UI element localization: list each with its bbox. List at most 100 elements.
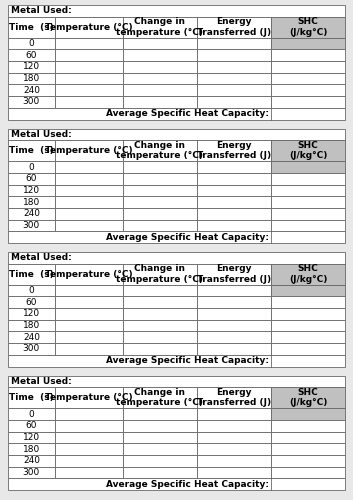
Text: 60: 60 — [26, 298, 37, 306]
Bar — [8, 208, 55, 220]
Bar — [55, 161, 122, 173]
Bar — [55, 466, 122, 478]
Bar — [271, 408, 345, 420]
Text: 300: 300 — [23, 98, 40, 106]
Text: Time  (s): Time (s) — [9, 146, 54, 155]
Bar — [8, 5, 345, 16]
Text: Temperature (°C): Temperature (°C) — [45, 146, 133, 155]
Bar — [8, 61, 55, 73]
Bar — [8, 296, 55, 308]
Bar — [55, 140, 122, 161]
Bar — [271, 466, 345, 478]
Bar — [271, 161, 345, 173]
Bar — [55, 455, 122, 466]
Text: 120: 120 — [23, 62, 40, 72]
Bar — [122, 84, 197, 96]
Bar — [122, 61, 197, 73]
Text: Metal Used:: Metal Used: — [11, 6, 71, 16]
Bar — [8, 232, 345, 243]
Bar — [8, 184, 55, 196]
Text: Temperature (°C): Temperature (°C) — [45, 393, 133, 402]
Bar — [122, 184, 197, 196]
Bar — [8, 432, 55, 444]
Text: 240: 240 — [23, 333, 40, 342]
Bar — [122, 284, 197, 296]
Bar — [197, 96, 271, 108]
Bar — [122, 320, 197, 332]
Bar — [8, 84, 55, 96]
Bar — [8, 196, 55, 208]
Bar — [122, 387, 197, 408]
Text: Energy
Transferred (J): Energy Transferred (J) — [197, 264, 271, 284]
Text: Time  (s): Time (s) — [9, 270, 54, 278]
Bar — [8, 140, 55, 161]
Text: Average Specific Heat Capacity:: Average Specific Heat Capacity: — [106, 480, 269, 488]
Bar — [55, 84, 122, 96]
Bar — [8, 16, 55, 38]
Bar — [271, 387, 345, 408]
Bar — [8, 387, 55, 408]
Text: Energy
Transferred (J): Energy Transferred (J) — [197, 388, 271, 407]
Bar — [197, 455, 271, 466]
Bar — [122, 466, 197, 478]
Text: Average Specific Heat Capacity:: Average Specific Heat Capacity: — [106, 232, 269, 241]
Bar — [8, 478, 345, 490]
Bar — [8, 320, 55, 332]
Text: 180: 180 — [23, 321, 40, 330]
Bar — [55, 444, 122, 455]
Bar — [197, 320, 271, 332]
Bar — [55, 343, 122, 355]
Bar — [197, 140, 271, 161]
Bar — [8, 252, 345, 264]
Bar — [197, 308, 271, 320]
Text: SHC
(J/kg°C): SHC (J/kg°C) — [289, 141, 327, 161]
Text: 240: 240 — [23, 456, 40, 466]
Text: Metal Used:: Metal Used: — [11, 377, 71, 386]
Bar — [271, 296, 345, 308]
Text: 240: 240 — [23, 210, 40, 218]
Text: 300: 300 — [23, 344, 40, 354]
Bar — [122, 161, 197, 173]
Text: 180: 180 — [23, 198, 40, 206]
Bar — [197, 161, 271, 173]
Bar — [122, 455, 197, 466]
Bar — [55, 264, 122, 284]
Bar — [122, 140, 197, 161]
Text: 0: 0 — [29, 162, 34, 172]
Bar — [271, 184, 345, 196]
Bar — [55, 284, 122, 296]
Bar — [55, 420, 122, 432]
Bar — [8, 220, 55, 232]
Bar — [122, 73, 197, 85]
Bar — [197, 50, 271, 61]
Bar — [271, 332, 345, 343]
Text: Time  (s): Time (s) — [9, 22, 54, 32]
Text: SHC
(J/kg°C): SHC (J/kg°C) — [289, 388, 327, 407]
Bar — [122, 196, 197, 208]
Bar — [271, 264, 345, 284]
Text: Average Specific Heat Capacity:: Average Specific Heat Capacity: — [106, 356, 269, 365]
Bar — [55, 184, 122, 196]
Bar — [55, 73, 122, 85]
Text: Metal Used:: Metal Used: — [11, 254, 71, 262]
Text: 300: 300 — [23, 221, 40, 230]
Bar — [8, 466, 55, 478]
Bar — [271, 140, 345, 161]
Bar — [8, 38, 55, 50]
Bar — [271, 308, 345, 320]
Text: 0: 0 — [29, 410, 34, 418]
Text: 300: 300 — [23, 468, 40, 477]
Text: Energy
Transferred (J): Energy Transferred (J) — [197, 141, 271, 161]
Bar — [55, 220, 122, 232]
Bar — [271, 196, 345, 208]
Bar — [8, 420, 55, 432]
Text: 120: 120 — [23, 310, 40, 318]
Text: 120: 120 — [23, 186, 40, 195]
Bar — [197, 84, 271, 96]
Text: Time  (s): Time (s) — [9, 393, 54, 402]
Text: SHC
(J/kg°C): SHC (J/kg°C) — [289, 264, 327, 284]
Bar — [197, 16, 271, 38]
Bar — [55, 308, 122, 320]
Bar — [197, 284, 271, 296]
Text: 180: 180 — [23, 444, 40, 454]
